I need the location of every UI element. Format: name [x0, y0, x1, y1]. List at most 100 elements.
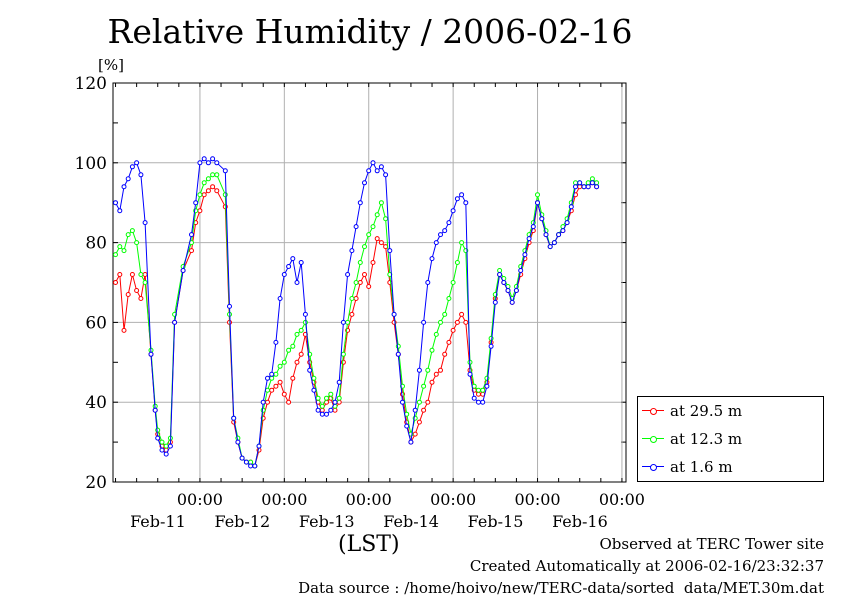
data-point	[480, 399, 486, 405]
data-point	[446, 339, 452, 345]
data-point	[328, 407, 334, 413]
data-point	[378, 200, 384, 206]
data-point	[121, 184, 127, 190]
data-point	[172, 319, 178, 325]
data-point	[311, 387, 317, 393]
data-point	[488, 335, 494, 341]
data-point	[332, 399, 338, 405]
data-point	[429, 256, 435, 262]
data-point	[345, 319, 351, 325]
data-point	[281, 359, 287, 365]
data-point	[298, 260, 304, 265]
data-point	[442, 351, 448, 357]
data-point	[433, 240, 439, 246]
x-tick-date: Feb-11	[130, 512, 186, 531]
data-point	[121, 248, 127, 254]
data-point	[522, 252, 528, 258]
data-point	[302, 319, 308, 325]
data-point	[387, 248, 393, 254]
data-point	[159, 447, 165, 453]
legend-marker-green	[642, 434, 664, 444]
data-point	[286, 347, 292, 353]
data-point	[214, 160, 220, 166]
data-point	[568, 204, 574, 210]
data-point	[319, 403, 325, 409]
data-point	[142, 272, 148, 277]
data-point	[167, 443, 173, 449]
data-point	[142, 280, 148, 285]
y-tick-label: 80	[85, 234, 107, 254]
footer-info: Observed at TERC Tower site Created Auto…	[298, 533, 824, 599]
data-point	[454, 260, 460, 265]
data-point	[197, 192, 203, 198]
data-point	[374, 168, 380, 174]
legend-label: at 29.5 m	[670, 402, 743, 420]
data-point	[383, 172, 389, 178]
legend-marker-red	[642, 406, 664, 416]
data-point	[117, 244, 123, 250]
data-point	[589, 180, 595, 186]
data-point	[231, 415, 237, 421]
data-point	[197, 160, 203, 166]
data-point	[416, 367, 422, 373]
data-point	[467, 371, 473, 377]
data-point	[273, 371, 279, 377]
data-point	[256, 443, 262, 449]
data-point	[501, 280, 507, 285]
data-point	[324, 395, 329, 401]
data-point	[564, 220, 570, 226]
data-point	[286, 399, 292, 405]
data-point	[594, 184, 600, 190]
y-axis-unit: [%]	[98, 56, 124, 74]
data-point	[129, 228, 135, 234]
data-point	[138, 272, 144, 277]
data-point	[416, 419, 422, 425]
data-point	[370, 160, 376, 166]
data-point	[370, 260, 376, 265]
y-tick-label: 120	[75, 74, 107, 94]
data-point	[180, 268, 186, 273]
data-point	[117, 208, 123, 214]
data-point	[543, 232, 549, 238]
data-point	[138, 172, 144, 178]
data-point	[421, 319, 427, 325]
data-point	[340, 351, 346, 357]
chart-title: Relative Humidity / 2006-02-16	[107, 12, 633, 51]
data-point	[315, 407, 321, 413]
data-point	[442, 228, 448, 234]
x-tick-time: 00:00	[177, 490, 223, 509]
data-point	[125, 232, 131, 238]
legend-item-12-3m: at 12.3 m	[642, 429, 742, 449]
data-point	[581, 184, 587, 190]
data-point	[189, 248, 194, 254]
data-point	[454, 319, 460, 325]
data-point	[374, 212, 380, 218]
y-tick-label: 20	[85, 473, 107, 493]
data-point	[201, 180, 207, 186]
data-point	[134, 288, 140, 293]
x-tick-time: 00:00	[599, 490, 645, 509]
data-point	[585, 184, 591, 190]
data-point	[319, 407, 325, 413]
data-point	[370, 224, 376, 230]
data-point	[265, 399, 270, 405]
data-point	[155, 435, 161, 441]
data-point	[366, 168, 372, 174]
data-point	[492, 299, 498, 305]
data-point	[290, 375, 296, 381]
data-point	[353, 224, 359, 230]
data-point	[269, 387, 275, 393]
legend-label: at 12.3 m	[670, 430, 743, 448]
data-point	[210, 156, 216, 162]
data-point	[222, 192, 228, 198]
data-point	[129, 272, 135, 277]
data-point	[497, 268, 503, 273]
data-point	[294, 280, 300, 285]
x-axis-label: (LST)	[338, 532, 400, 557]
data-point	[438, 367, 443, 373]
data-point	[113, 252, 118, 258]
x-tick-time: 00:00	[430, 490, 476, 509]
data-point	[463, 319, 469, 325]
data-point	[214, 172, 220, 178]
